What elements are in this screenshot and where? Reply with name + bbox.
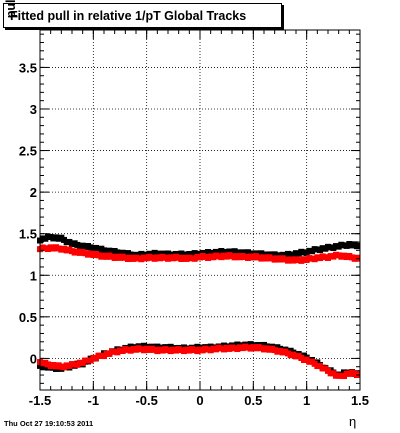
data-points [37, 233, 361, 380]
tick-labels: -1.5 -1 -0.5 0 0.5 1 1.5 0 0.5 1 1.5 2 2.5 3 3.5 [19, 60, 369, 408]
series-3 [37, 343, 361, 380]
y-tick-label: 1 [30, 268, 37, 283]
chart-title: Fitted pull in relative 1/pT Global Trac… [10, 9, 247, 23]
grid-lines [40, 30, 360, 390]
data-point [354, 371, 360, 378]
title-box: Fitted pull in relative 1/pT Global Trac… [3, 3, 282, 28]
y-axis-label-wrapper: pull in relative 1/pT [2, 0, 20, 105]
y-tick-label: 2 [30, 185, 37, 200]
x-tick-label: -1.5 [29, 393, 51, 408]
timestamp: Thu Oct 27 19:10:53 2011 [4, 419, 94, 428]
axis-ticks [39, 30, 361, 390]
data-point [354, 243, 360, 250]
y-tick-label: 1.5 [19, 227, 37, 242]
x-tick-label: -0.5 [135, 393, 157, 408]
x-tick-label: 0 [196, 393, 203, 408]
x-tick-label: 0.5 [244, 393, 262, 408]
x-tick-label: -1 [88, 393, 100, 408]
y-tick-label: 3 [30, 102, 37, 117]
y-axis-label: pull in relative 1/pT [4, 0, 18, 18]
series-1 [37, 244, 361, 264]
y-tick-label: 2.5 [19, 144, 37, 159]
y-tick-label: 0.5 [19, 310, 37, 325]
y-tick-label: 0 [30, 351, 37, 366]
x-tick-label: 1.5 [351, 393, 369, 408]
x-axis-label: η [349, 414, 357, 429]
y-tick-label: 3.5 [19, 60, 37, 75]
x-tick-label: 1 [303, 393, 310, 408]
